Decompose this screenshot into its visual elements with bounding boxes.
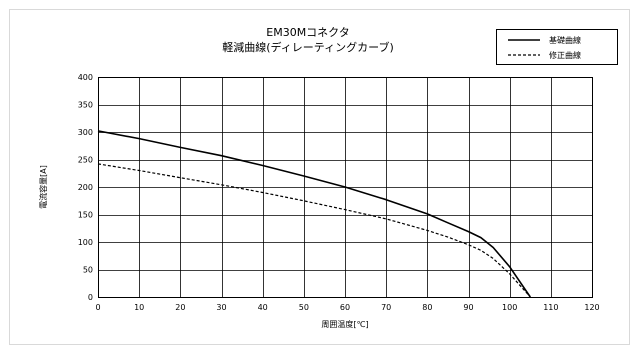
- x-tick-label: 40: [258, 303, 268, 312]
- series-layer: [97, 130, 531, 298]
- x-tick-label: 90: [463, 303, 473, 312]
- legend-label-corrected: 修正曲線: [549, 50, 581, 60]
- x-tick-label: 120: [584, 303, 599, 312]
- y-tick-label: 400: [78, 73, 93, 82]
- legend-label-base: 基礎曲線: [549, 35, 581, 45]
- plot-border: [98, 77, 593, 298]
- series-line-base: [97, 130, 531, 298]
- y-axis-label: 電流容量[A]: [38, 165, 48, 209]
- legend: 基礎曲線 修正曲線: [496, 29, 618, 65]
- y-tick-label: 50: [83, 266, 93, 275]
- chart-frame: [9, 9, 630, 345]
- x-tick-label: 80: [422, 303, 432, 312]
- y-tick-label: 300: [78, 128, 93, 137]
- chart-title: EM30Mコネクタ: [266, 26, 350, 39]
- y-tick-label: 100: [78, 238, 93, 247]
- x-tick-label: 10: [134, 303, 144, 312]
- x-tick-label: 110: [543, 303, 558, 312]
- y-tick-label: 350: [78, 101, 93, 110]
- y-tick-label: 0: [88, 293, 93, 302]
- y-tick-label: 150: [78, 211, 93, 220]
- x-tick-label: 50: [299, 303, 309, 312]
- x-tick-label: 70: [381, 303, 391, 312]
- x-tick-label: 100: [502, 303, 517, 312]
- x-axis-label: 周囲温度[℃]: [321, 319, 368, 329]
- series-line-corrected: [97, 163, 531, 298]
- y-tick-label: 250: [78, 156, 93, 165]
- tick-labels: 0 10 20 30 40 50 60 70 80 90 100 110 120 0 50 100 150 200…: [78, 73, 600, 312]
- x-tick-label: 30: [216, 303, 226, 312]
- x-tick-label: 20: [175, 303, 185, 312]
- x-tick-label: 60: [340, 303, 350, 312]
- chart-subtitle: 軽減曲線(ディレーティングカーブ): [222, 40, 394, 54]
- x-tick-label: 0: [95, 303, 100, 312]
- y-tick-label: 200: [78, 183, 93, 192]
- legend-box: [496, 29, 618, 65]
